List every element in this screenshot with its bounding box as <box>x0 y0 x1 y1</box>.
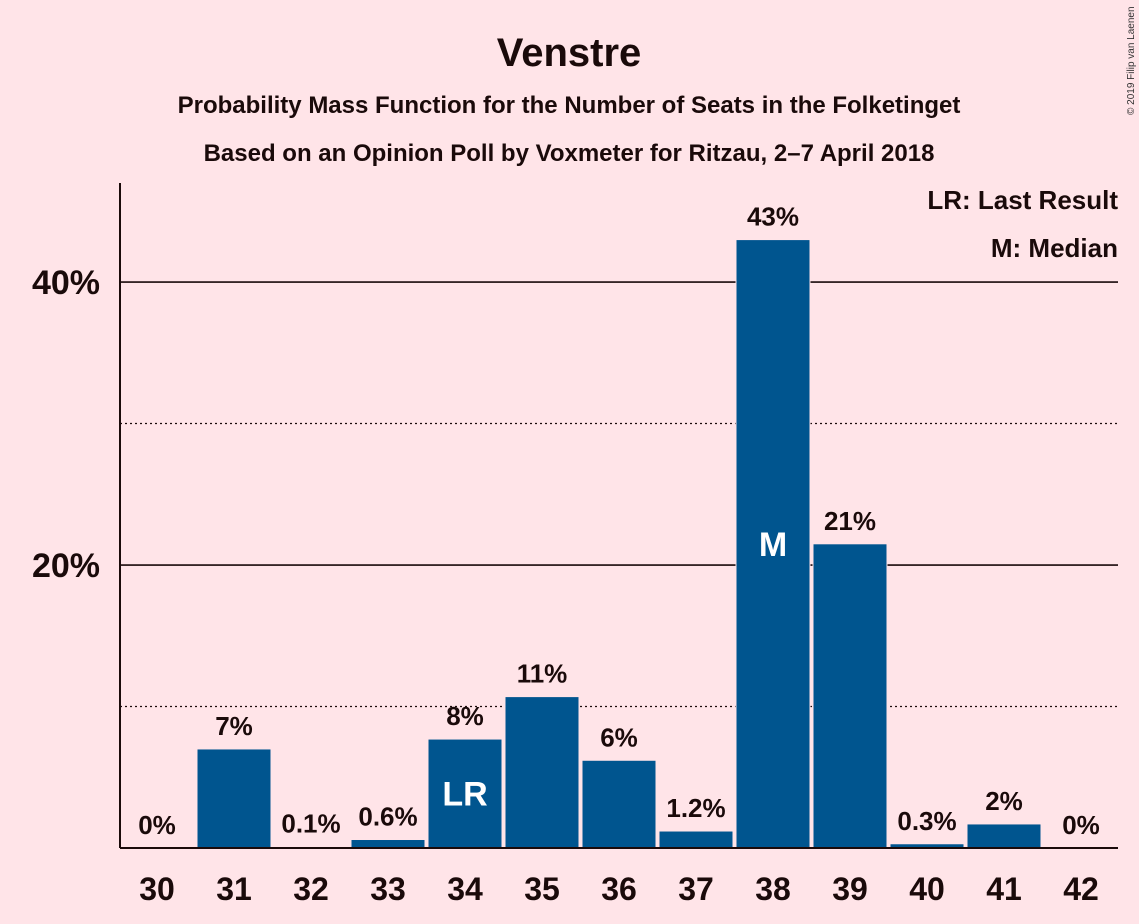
data-label-36: 6% <box>600 722 638 752</box>
data-label-34: 8% <box>446 701 484 731</box>
y-tick-label: 40% <box>32 264 100 302</box>
bar-31 <box>196 748 272 849</box>
bar-41 <box>966 823 1042 849</box>
chart-title: Venstre <box>497 31 642 75</box>
data-label-39: 21% <box>824 506 876 536</box>
x-tick-label-30: 30 <box>139 871 175 907</box>
x-tick-label-37: 37 <box>678 871 714 907</box>
x-tick-label-40: 40 <box>909 871 945 907</box>
data-label-33: 0.6% <box>358 802 417 832</box>
bar-37 <box>658 830 734 849</box>
x-tick-label-32: 32 <box>293 871 329 907</box>
data-label-38: 43% <box>747 202 799 232</box>
bar-33 <box>350 839 426 849</box>
data-labels: 0% 7% 0.1% 0.6% 8% 11% 6% 1.2% 43% 21% 0.3% 2% 0% <box>138 202 1100 840</box>
x-tick-label-31: 31 <box>216 871 252 907</box>
x-tick-label-35: 35 <box>524 871 560 907</box>
data-label-32: 0.1% <box>281 809 340 839</box>
x-axis: 30 31 32 33 34 35 36 37 38 39 40 41 42 <box>120 847 1118 907</box>
legend-entry: M: Median <box>991 233 1118 263</box>
copyright-note: © 2019 Filip van Laenen <box>1126 6 1137 115</box>
data-label-31: 7% <box>215 711 253 741</box>
chart-subtitle-source: Based on an Opinion Poll by Voxmeter for… <box>204 140 935 167</box>
data-label-42: 0% <box>1062 810 1100 840</box>
x-tick-label-41: 41 <box>986 871 1022 907</box>
bar-36 <box>581 759 657 849</box>
y-tick-label: 20% <box>32 547 100 585</box>
bar-35 <box>504 696 580 849</box>
data-label-35: 11% <box>517 659 568 689</box>
bar-39 <box>812 543 888 849</box>
bar-annotation-lr: LR <box>442 776 487 814</box>
data-label-40: 0.3% <box>897 806 956 836</box>
x-tick-label-39: 39 <box>832 871 868 907</box>
bars: LR M <box>196 239 1042 849</box>
bar-34 <box>427 738 503 849</box>
bar-annotation-m: M <box>759 526 787 564</box>
x-tick-label-38: 38 <box>755 871 791 907</box>
x-tick-label-33: 33 <box>370 871 406 907</box>
y-axis: 20% 40% <box>32 183 121 848</box>
chart-subtitle: Probability Mass Function for the Number… <box>178 92 961 119</box>
x-tick-label-36: 36 <box>601 871 637 907</box>
data-label-30: 0% <box>138 810 176 840</box>
data-label-37: 1.2% <box>666 793 725 823</box>
data-label-41: 2% <box>985 786 1023 816</box>
gridlines <box>120 281 1118 708</box>
legend-entry: LR: Last Result <box>927 185 1118 215</box>
x-tick-label-34: 34 <box>447 871 483 907</box>
legend: LR: Last Result M: Median <box>927 185 1118 263</box>
x-tick-label-42: 42 <box>1063 871 1099 907</box>
